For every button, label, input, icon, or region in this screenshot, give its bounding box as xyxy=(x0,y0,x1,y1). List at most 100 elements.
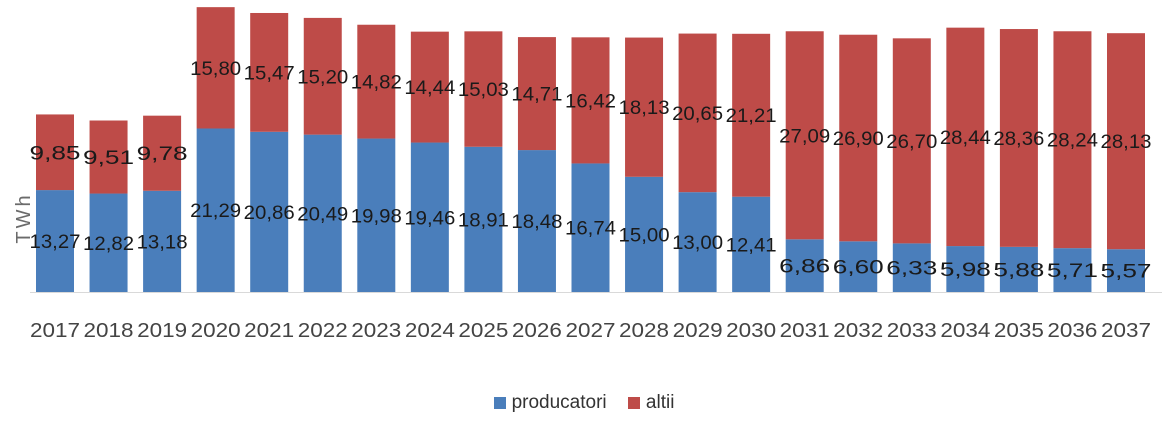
data-label-altii-2034: 28,44 xyxy=(940,128,991,149)
bar-producatori-2028 xyxy=(625,176,664,292)
data-label-altii-2032: 26,90 xyxy=(833,129,884,150)
data-label-altii-2031: 27,09 xyxy=(779,126,830,147)
data-label-altii-2019: 9,78 xyxy=(137,144,188,165)
data-label-producatori-2020: 21,29 xyxy=(190,201,241,222)
bar-producatori-2035 xyxy=(999,246,1038,292)
legend-swatch-producatori xyxy=(493,397,506,409)
bar-altii-2037 xyxy=(1107,33,1145,250)
data-label-producatori-2021: 20,86 xyxy=(244,203,295,224)
bar-altii-2036 xyxy=(1053,31,1092,249)
bar-altii-2023 xyxy=(357,24,396,139)
data-label-altii-2020: 15,80 xyxy=(190,59,241,80)
bar-producatori-2033 xyxy=(892,243,931,292)
data-label-altii-2021: 15,47 xyxy=(244,63,295,84)
bar-altii-2028 xyxy=(625,37,664,177)
bar-altii-2024 xyxy=(410,31,449,143)
legend: producatori altii xyxy=(0,392,1168,415)
data-label-altii-2033: 26,70 xyxy=(886,132,937,153)
bar-altii-2022 xyxy=(303,17,342,135)
data-label-producatori-2025: 18,91 xyxy=(458,210,509,231)
bar-altii-2026 xyxy=(517,37,556,151)
x-tick-label-2032: 2032 xyxy=(833,320,883,342)
data-label-producatori-2029: 13,00 xyxy=(672,233,723,254)
bar-producatori-2018 xyxy=(89,193,128,292)
bar-altii-2019 xyxy=(143,115,182,191)
data-label-altii-2024: 14,44 xyxy=(404,78,455,99)
x-tick-label-2035: 2035 xyxy=(994,320,1044,342)
bar-producatori-2031 xyxy=(785,239,824,292)
x-tick-label-2022: 2022 xyxy=(298,320,348,342)
bar-producatori-2025 xyxy=(464,146,503,292)
bar-producatori-2029 xyxy=(678,192,717,292)
data-label-producatori-2034: 5,98 xyxy=(940,260,991,281)
legend-item-altii: altii xyxy=(627,392,675,414)
bar-producatori-2021 xyxy=(250,131,289,292)
x-tick-label-2019: 2019 xyxy=(137,320,187,342)
bar-producatori-2032 xyxy=(839,241,878,292)
bar-altii-2034 xyxy=(946,27,985,247)
data-label-producatori-2022: 20,49 xyxy=(297,204,348,225)
x-tick-label-2025: 2025 xyxy=(458,320,508,342)
data-label-producatori-2035: 5,88 xyxy=(993,260,1044,281)
bar-altii-2033 xyxy=(892,38,931,244)
data-label-producatori-2028: 15,00 xyxy=(619,225,670,246)
data-label-producatori-2033: 6,33 xyxy=(886,259,937,280)
data-label-producatori-2017: 13,27 xyxy=(30,232,81,253)
data-label-altii-2025: 15,03 xyxy=(458,80,509,101)
data-label-producatori-2024: 19,46 xyxy=(404,208,455,229)
bar-altii-2031 xyxy=(785,31,824,240)
x-tick-label-2029: 2029 xyxy=(673,320,723,342)
x-tick-label-2018: 2018 xyxy=(84,320,134,342)
x-tick-label-2021: 2021 xyxy=(244,320,294,342)
x-tick-label-2034: 2034 xyxy=(940,320,990,342)
data-label-producatori-2027: 16,74 xyxy=(565,219,616,240)
data-label-producatori-2018: 12,82 xyxy=(83,234,134,255)
bar-producatori-2023 xyxy=(357,138,396,292)
bar-producatori-2037 xyxy=(1107,249,1145,292)
bar-altii-2027 xyxy=(571,37,610,164)
y-axis-label: TWh xyxy=(13,192,35,243)
bar-altii-2035 xyxy=(999,29,1038,247)
bar-altii-2032 xyxy=(839,34,878,242)
data-label-altii-2029: 20,65 xyxy=(672,104,723,125)
data-label-producatori-2037: 5,57 xyxy=(1101,262,1152,283)
legend-item-producatori: producatori xyxy=(493,392,607,414)
x-tick-label-2017: 2017 xyxy=(30,320,80,342)
x-tick-label-2031: 2031 xyxy=(780,320,830,342)
bar-producatori-2030 xyxy=(732,196,771,292)
data-label-producatori-2026: 18,48 xyxy=(511,212,562,233)
data-label-altii-2017: 9,85 xyxy=(30,143,81,164)
x-tick-label-2037: 2037 xyxy=(1101,320,1151,342)
data-label-producatori-2031: 6,86 xyxy=(779,257,830,278)
bar-altii-2020 xyxy=(196,7,235,129)
data-label-producatori-2030: 12,41 xyxy=(726,235,777,256)
data-label-altii-2028: 18,13 xyxy=(619,98,670,119)
legend-label-altii: altii xyxy=(645,392,675,413)
data-label-altii-2037: 28,13 xyxy=(1101,132,1152,153)
data-label-producatori-2032: 6,60 xyxy=(833,258,884,279)
bar-producatori-2027 xyxy=(571,163,610,292)
x-tick-label-2030: 2030 xyxy=(726,320,776,342)
data-label-producatori-2036: 5,71 xyxy=(1047,261,1098,282)
bar-altii-2021 xyxy=(250,12,289,132)
x-tick-label-2036: 2036 xyxy=(1047,320,1097,342)
x-tick-label-2023: 2023 xyxy=(351,320,401,342)
data-label-altii-2027: 16,42 xyxy=(565,91,616,112)
x-tick-label-2027: 2027 xyxy=(566,320,616,342)
data-label-altii-2036: 28,24 xyxy=(1047,131,1098,152)
bar-producatori-2019 xyxy=(143,190,182,292)
bar-altii-2018 xyxy=(89,120,128,194)
bar-producatori-2022 xyxy=(303,134,342,292)
x-tick-label-2020: 2020 xyxy=(191,320,241,342)
plot-area: 13,279,85201712,829,51201813,189,7820192… xyxy=(30,7,1162,342)
data-label-altii-2023: 14,82 xyxy=(351,73,402,94)
bar-altii-2030 xyxy=(732,33,771,197)
data-label-altii-2035: 28,36 xyxy=(993,129,1044,150)
bar-altii-2017 xyxy=(36,114,74,191)
data-label-altii-2026: 14,71 xyxy=(511,85,562,106)
bar-producatori-2026 xyxy=(517,150,556,292)
x-tick-label-2026: 2026 xyxy=(512,320,562,342)
bar-producatori-2036 xyxy=(1053,248,1092,292)
